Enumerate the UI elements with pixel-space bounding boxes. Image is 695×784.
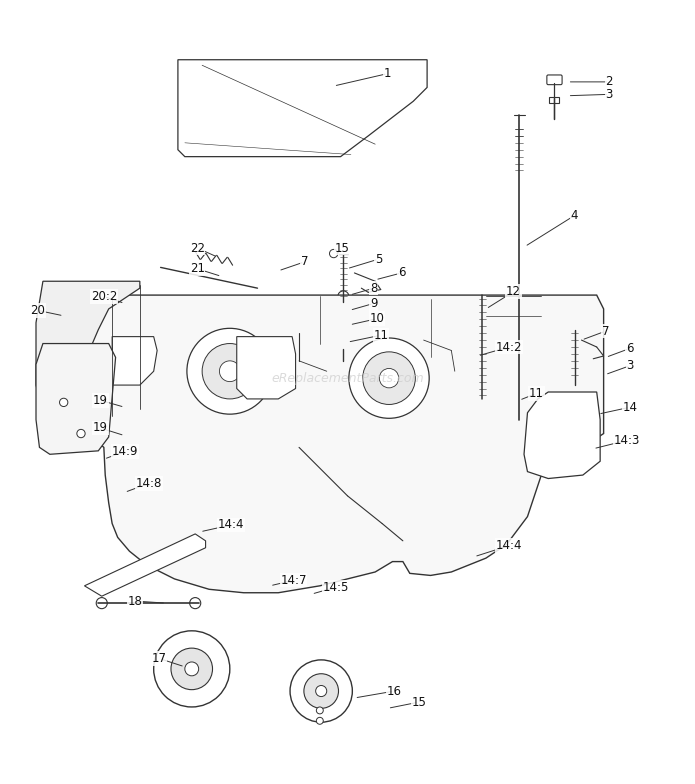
Text: 14:8: 14:8	[136, 477, 162, 490]
Polygon shape	[85, 534, 206, 596]
Circle shape	[290, 660, 352, 722]
Text: 11: 11	[373, 328, 389, 342]
Text: 7: 7	[301, 256, 309, 268]
Text: 7: 7	[602, 325, 610, 338]
Text: 15: 15	[334, 241, 350, 255]
Text: 3: 3	[605, 88, 613, 101]
Text: 16: 16	[387, 684, 402, 698]
Text: 5: 5	[375, 252, 382, 266]
Circle shape	[187, 328, 272, 414]
Text: 14: 14	[623, 401, 637, 414]
Text: 11: 11	[529, 387, 544, 400]
Circle shape	[171, 648, 213, 690]
Circle shape	[190, 597, 201, 608]
Polygon shape	[524, 392, 600, 478]
Circle shape	[338, 291, 349, 302]
Polygon shape	[178, 60, 427, 157]
Polygon shape	[112, 336, 157, 385]
Text: 6: 6	[398, 267, 405, 279]
Circle shape	[202, 343, 258, 399]
Text: 6: 6	[626, 342, 634, 355]
Circle shape	[316, 685, 327, 696]
Text: 15: 15	[411, 695, 426, 709]
Circle shape	[316, 717, 323, 724]
Circle shape	[220, 361, 240, 382]
Text: 18: 18	[128, 594, 142, 608]
Circle shape	[570, 356, 580, 365]
Text: 20:2: 20:2	[90, 290, 117, 303]
Circle shape	[77, 430, 85, 437]
Circle shape	[349, 338, 430, 419]
Circle shape	[363, 352, 416, 405]
Text: 14:3: 14:3	[613, 434, 639, 447]
Text: 9: 9	[370, 297, 377, 310]
Circle shape	[329, 249, 338, 258]
Text: 14:2: 14:2	[496, 340, 522, 354]
Circle shape	[316, 707, 323, 714]
Text: 21: 21	[190, 263, 205, 275]
Text: 1: 1	[384, 67, 391, 80]
Circle shape	[339, 339, 348, 347]
Text: 19: 19	[93, 422, 108, 434]
Circle shape	[185, 662, 199, 676]
Text: 19: 19	[93, 394, 108, 407]
Text: 14:9: 14:9	[111, 445, 138, 458]
Text: 3: 3	[626, 359, 634, 372]
Circle shape	[304, 673, 338, 709]
FancyBboxPatch shape	[547, 75, 562, 85]
Polygon shape	[36, 281, 140, 399]
Text: 22: 22	[190, 241, 205, 255]
Text: 12: 12	[506, 285, 521, 298]
Polygon shape	[78, 295, 604, 593]
Text: 8: 8	[370, 281, 377, 295]
Text: 14:7: 14:7	[280, 574, 306, 586]
Text: eReplacementParts.com: eReplacementParts.com	[271, 372, 424, 385]
Text: 20: 20	[30, 304, 44, 317]
Circle shape	[379, 368, 399, 388]
Text: 10: 10	[370, 312, 385, 325]
Circle shape	[96, 597, 107, 608]
Text: 4: 4	[571, 209, 578, 222]
Text: 14:5: 14:5	[322, 581, 349, 593]
Text: 2: 2	[605, 75, 613, 89]
Polygon shape	[237, 336, 295, 399]
FancyBboxPatch shape	[549, 97, 559, 103]
Text: 14:4: 14:4	[218, 518, 245, 532]
Text: 14:4: 14:4	[496, 539, 522, 552]
Circle shape	[338, 322, 349, 333]
Polygon shape	[36, 343, 115, 454]
Circle shape	[60, 398, 68, 407]
Text: 17: 17	[152, 652, 167, 665]
Circle shape	[338, 307, 349, 318]
Circle shape	[154, 631, 230, 707]
